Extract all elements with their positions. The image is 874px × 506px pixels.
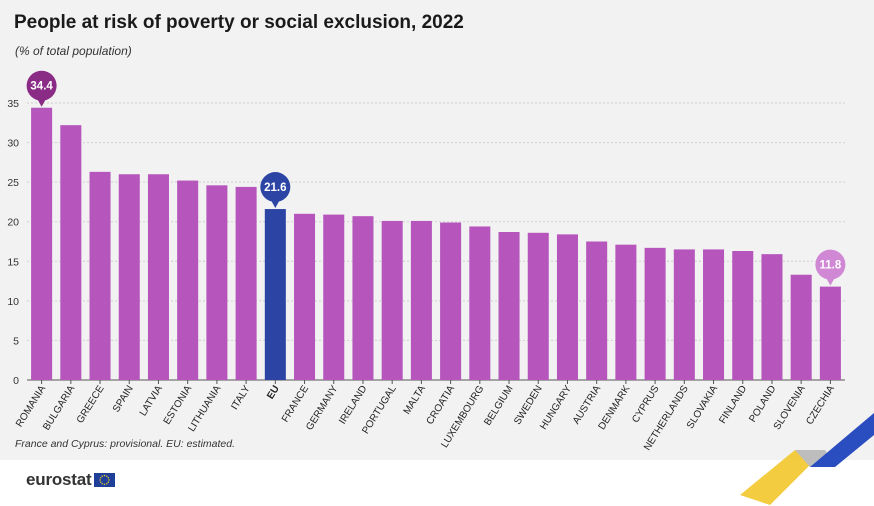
eu-flag-icon	[94, 473, 116, 487]
bar-slovenia	[790, 274, 812, 380]
callout-label: 34.4	[30, 81, 53, 93]
bar-croatia	[440, 222, 462, 380]
bar-austria	[586, 241, 608, 380]
y-tick-label: 20	[7, 217, 19, 229]
callout-bubble	[815, 249, 846, 280]
chart-title: People at risk of poverty or social excl…	[14, 12, 464, 33]
chart-subtitle: (% of total population)	[15, 44, 132, 58]
eurostat-logo: eurostat	[26, 470, 116, 490]
y-tick-label: 30	[7, 138, 19, 150]
x-tick-label: CYPRUS	[630, 383, 662, 424]
ribbon-blue	[810, 413, 874, 467]
bar-romania	[31, 107, 53, 381]
callout-pointer	[825, 276, 836, 286]
callout-bubble	[26, 70, 57, 101]
x-tick-label: BELGIUM	[482, 384, 515, 428]
x-tick-label: FRANCE	[280, 383, 311, 424]
bar-luxembourg	[469, 226, 491, 380]
bar-malta	[410, 220, 432, 380]
value-callouts: 34.4 21.6 11.8	[26, 70, 846, 286]
callout-pointer	[270, 199, 281, 209]
x-tick-label: SPAIN	[111, 384, 136, 415]
logo-text: eurostat	[26, 470, 92, 489]
x-tick-label: ESTONIA	[162, 383, 195, 426]
bar-portugal	[381, 220, 403, 380]
bar-netherlands	[673, 249, 695, 380]
bar-germany	[323, 214, 345, 380]
x-tick-label: CROATIA	[425, 383, 458, 426]
bar-greece	[89, 171, 111, 380]
bar-france	[294, 213, 316, 380]
bar-eu	[264, 209, 286, 380]
callout-bubble	[260, 172, 291, 203]
x-tick-label: EU	[265, 384, 282, 402]
bar-ireland	[352, 216, 374, 380]
x-tick-label: IRELAND	[337, 384, 369, 427]
bar-slovakia	[703, 249, 725, 380]
bar-latvia	[147, 174, 169, 380]
x-tick-label: LATVIA	[138, 383, 165, 418]
y-tick-label: 0	[13, 375, 19, 387]
callout-label: 11.8	[820, 260, 842, 272]
callout-label: 21.6	[264, 182, 286, 194]
x-tick-label: MALTA	[402, 383, 428, 416]
bar-cyprus	[644, 247, 666, 380]
bar-poland	[761, 254, 783, 380]
x-tick-label: AUSTRIA	[571, 383, 603, 426]
bar-bulgaria	[60, 125, 82, 380]
x-tick-label: GREECE	[75, 383, 107, 425]
y-axis-ticks: 0 5 10 15 20 25 30 35	[7, 98, 19, 387]
decorative-ribbon	[740, 413, 874, 505]
ribbon-yellow	[740, 450, 825, 505]
y-tick-label: 10	[7, 296, 19, 308]
bar-estonia	[177, 180, 199, 380]
y-tick-label: 35	[7, 98, 19, 110]
bar-czechia	[819, 286, 841, 380]
bar-denmark	[615, 244, 637, 380]
footnote: France and Cyprus: provisional. EU: esti…	[15, 438, 236, 450]
bars	[31, 107, 841, 384]
y-tick-label: 15	[7, 256, 19, 268]
bar-hungary	[556, 234, 578, 380]
bar-sweden	[527, 232, 549, 380]
y-tick-label: 5	[13, 335, 19, 347]
bar-spain	[118, 174, 140, 380]
x-tick-label: ITALY	[229, 383, 252, 411]
bar-belgium	[498, 232, 520, 380]
y-tick-label: 25	[7, 177, 19, 189]
bar-lithuania	[206, 185, 228, 380]
chart-panel: People at risk of poverty or social excl…	[0, 0, 874, 460]
bar-finland	[732, 250, 754, 380]
bar-italy	[235, 186, 257, 380]
callout-pointer	[36, 97, 47, 107]
x-tick-label: SWEDEN	[512, 384, 545, 427]
